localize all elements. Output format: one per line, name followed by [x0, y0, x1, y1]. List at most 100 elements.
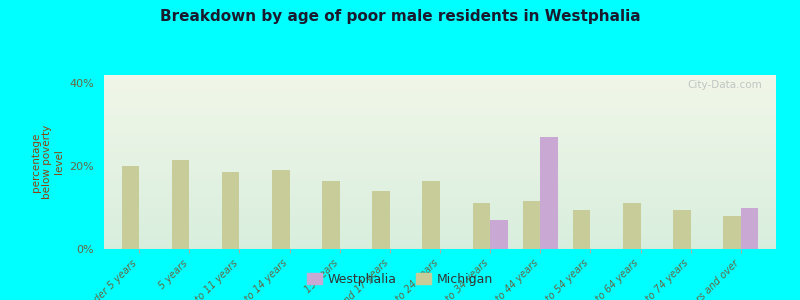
Bar [104, 100, 776, 101]
Bar [104, 205, 776, 206]
Bar [104, 86, 776, 87]
Bar [104, 75, 776, 76]
Bar [104, 109, 776, 110]
Bar [104, 220, 776, 221]
Bar [104, 219, 776, 220]
Bar [104, 123, 776, 124]
Bar [104, 179, 776, 180]
Bar [104, 144, 776, 145]
Bar [104, 88, 776, 89]
Bar [104, 165, 776, 166]
Bar [104, 99, 776, 100]
Bar [104, 151, 776, 152]
Bar [104, 232, 776, 233]
Bar [104, 104, 776, 105]
Bar [104, 242, 776, 243]
Bar [723, 216, 741, 249]
Bar [623, 203, 641, 249]
Bar [104, 160, 776, 161]
Bar [104, 113, 776, 114]
Bar [104, 203, 776, 204]
Bar [104, 244, 776, 245]
Bar [104, 142, 776, 143]
Bar [104, 101, 776, 102]
Bar [104, 96, 776, 97]
Bar [104, 148, 776, 149]
Legend: Westphalia, Michigan: Westphalia, Michigan [302, 268, 498, 291]
Bar [104, 107, 776, 108]
Bar [104, 182, 776, 183]
Bar [104, 222, 776, 223]
Bar [104, 210, 776, 211]
Bar [104, 146, 776, 147]
Bar [104, 248, 776, 249]
Bar [104, 141, 776, 142]
Bar [104, 124, 776, 125]
Bar [104, 102, 776, 103]
Bar [104, 139, 776, 140]
Bar [104, 97, 776, 98]
Bar [104, 89, 776, 90]
Bar [104, 172, 776, 173]
Bar [104, 116, 776, 117]
Bar [104, 170, 776, 171]
Bar [322, 181, 340, 249]
Bar [104, 177, 776, 178]
Bar [104, 106, 776, 107]
Bar [104, 76, 776, 77]
Bar [104, 135, 776, 136]
Bar [104, 132, 776, 133]
Bar [104, 181, 776, 182]
Bar [372, 191, 390, 249]
Bar [104, 118, 776, 119]
Bar [104, 226, 776, 227]
Bar [104, 180, 776, 181]
Bar [104, 209, 776, 210]
Bar [104, 229, 776, 230]
Bar [104, 77, 776, 78]
Bar [104, 204, 776, 205]
Bar [104, 227, 776, 228]
Bar [104, 78, 776, 79]
Bar [104, 188, 776, 189]
Bar [104, 121, 776, 122]
Bar [104, 93, 776, 94]
Bar [104, 202, 776, 203]
Bar [104, 152, 776, 153]
Bar [104, 192, 776, 193]
Bar [104, 187, 776, 188]
Text: City-Data.com: City-Data.com [688, 80, 762, 90]
Bar [104, 134, 776, 135]
Bar [104, 161, 776, 162]
Bar [104, 94, 776, 95]
Bar [104, 228, 776, 229]
Bar [104, 221, 776, 222]
Bar [104, 208, 776, 209]
Bar [490, 220, 508, 249]
Bar [104, 117, 776, 118]
Bar [104, 133, 776, 134]
Bar [104, 95, 776, 96]
Bar [104, 128, 776, 129]
Bar [104, 83, 776, 84]
Bar [104, 80, 776, 81]
Bar [104, 174, 776, 175]
Bar [104, 168, 776, 169]
Bar [104, 212, 776, 213]
Bar [104, 243, 776, 244]
Bar [104, 159, 776, 160]
Bar [104, 92, 776, 93]
Bar [104, 136, 776, 137]
Bar [104, 108, 776, 109]
Bar [104, 81, 776, 82]
Bar [104, 85, 776, 86]
Bar [104, 230, 776, 231]
Bar [104, 166, 776, 167]
Bar [104, 213, 776, 214]
Bar [104, 79, 776, 80]
Bar [104, 199, 776, 200]
Bar [104, 191, 776, 192]
Bar [104, 194, 776, 195]
Bar [104, 190, 776, 191]
Bar [104, 149, 776, 150]
